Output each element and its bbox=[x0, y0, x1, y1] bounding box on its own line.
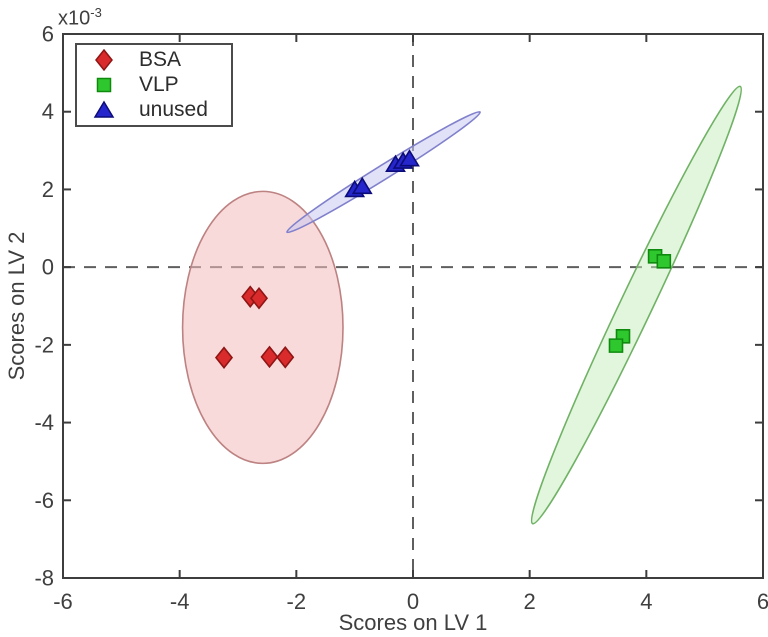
confidence-ellipse-vlp bbox=[530, 85, 743, 525]
x-tick-label: 4 bbox=[640, 589, 652, 614]
multiplier-exponent: -3 bbox=[90, 5, 102, 20]
x-tick-label: 2 bbox=[524, 589, 536, 614]
data-point-unused bbox=[399, 149, 420, 167]
legend-item-bsa: BSA bbox=[77, 48, 231, 72]
diamond-icon bbox=[95, 49, 113, 72]
y-tick-label: 4 bbox=[42, 99, 54, 124]
y-tick-label: -4 bbox=[34, 410, 54, 435]
x-tick-label: 6 bbox=[757, 589, 768, 614]
x-tick-label: -2 bbox=[287, 589, 307, 614]
y-tick-label: -2 bbox=[34, 332, 54, 357]
y-tick-label: 6 bbox=[42, 22, 54, 47]
data-point-bsa bbox=[249, 286, 269, 310]
y-axis-label: Scores on LV 2 bbox=[4, 231, 29, 381]
x-tick-label: -6 bbox=[53, 589, 73, 614]
data-point-vlp bbox=[656, 254, 672, 269]
triangle-glyph bbox=[93, 100, 115, 118]
y-tick-label: 0 bbox=[42, 255, 54, 280]
legend-label-unused: unused bbox=[139, 97, 208, 121]
data-point-vlp bbox=[608, 338, 624, 353]
y-axis-multiplier: x10-3 bbox=[58, 5, 102, 31]
square-glyph bbox=[96, 77, 112, 93]
multiplier-base: x10 bbox=[58, 7, 91, 30]
y-tick-label: 2 bbox=[42, 177, 54, 202]
y-tick-label: -8 bbox=[34, 566, 54, 591]
data-point-bsa bbox=[214, 346, 234, 369]
data-point-unused bbox=[351, 176, 373, 195]
confidence-ellipse-bsa bbox=[181, 190, 344, 465]
diamond-glyph bbox=[95, 49, 113, 72]
y-tick-label: -6 bbox=[34, 488, 54, 513]
legend-label-vlp: VLP bbox=[139, 72, 179, 96]
data-point-bsa bbox=[260, 345, 279, 369]
x-tick-label: -4 bbox=[170, 589, 190, 614]
x-axis-label: Scores on LV 1 bbox=[338, 610, 488, 635]
x-tick-label: 0 bbox=[407, 589, 419, 614]
square-icon bbox=[96, 77, 112, 93]
legend-label-bsa: BSA bbox=[139, 48, 182, 72]
legend-item-unused: unused bbox=[77, 98, 231, 122]
legend: BSA VLP unused bbox=[75, 43, 233, 127]
data-point-bsa bbox=[276, 346, 295, 369]
confidence-ellipse-unused bbox=[286, 111, 481, 234]
triangle-icon bbox=[93, 100, 115, 118]
legend-item-vlp: VLP bbox=[77, 73, 231, 97]
